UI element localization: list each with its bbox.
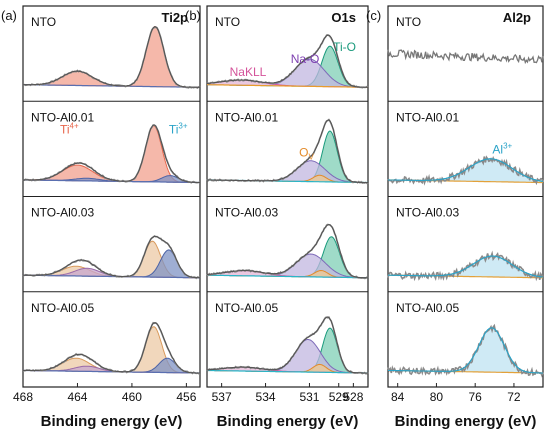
spectrum-envelope bbox=[387, 158, 544, 182]
annotation-ti3: Ti3+ bbox=[169, 121, 188, 136]
sample-label: NTO-Al0.05 bbox=[31, 301, 94, 315]
spectrum-row: NTO-Al0.05 bbox=[387, 301, 544, 378]
spectrum-envelope bbox=[387, 327, 543, 374]
sample-label: NTO bbox=[215, 15, 240, 29]
component-fill bbox=[207, 131, 368, 183]
panel-letter: (a) bbox=[1, 8, 17, 23]
x-tick-label: 528 bbox=[343, 390, 363, 404]
element-label: O1s bbox=[331, 10, 356, 25]
annotation-naKLL: NaKLL bbox=[230, 65, 267, 79]
x-tick-label: 534 bbox=[256, 390, 276, 404]
x-tick-label: 531 bbox=[299, 390, 319, 404]
spectrum-envelope bbox=[23, 235, 201, 279]
sample-label: NTO-Al0.05 bbox=[396, 301, 459, 315]
x-tick-label: 460 bbox=[122, 390, 142, 404]
sample-label: NTO-Al0.01 bbox=[396, 110, 459, 124]
component-fill bbox=[207, 254, 368, 278]
spectrum-row: NTO-Al0.03 bbox=[206, 206, 369, 280]
sample-label: NTO bbox=[31, 15, 56, 29]
background-line bbox=[22, 369, 200, 374]
annotation-ti4: Ti4+ bbox=[60, 121, 79, 136]
component-curve bbox=[206, 130, 368, 183]
component-fill bbox=[207, 270, 368, 278]
sample-label: NTO-Al0.03 bbox=[31, 206, 94, 220]
spectrum-row: NTO-Al0.01 bbox=[22, 110, 200, 184]
sample-label: NTO-Al0.03 bbox=[396, 206, 459, 220]
spectrum-envelope bbox=[206, 224, 368, 279]
spectrum-raw bbox=[387, 155, 544, 186]
component-fill bbox=[207, 58, 368, 88]
x-tick-label: 456 bbox=[176, 390, 196, 404]
panel-letter: (c) bbox=[366, 8, 381, 23]
spectrum-envelope bbox=[23, 124, 200, 184]
component-fill bbox=[23, 326, 200, 373]
x-axis-label: Binding energy (eV) bbox=[41, 413, 183, 430]
component-fill bbox=[23, 358, 200, 373]
x-tick-label: 468 bbox=[13, 390, 33, 404]
x-axis-label: Binding energy (eV) bbox=[217, 413, 359, 430]
x-tick-label: 464 bbox=[67, 390, 87, 404]
annotation-naO: Na-O bbox=[291, 52, 320, 66]
component-fill bbox=[207, 80, 368, 88]
component-fill bbox=[207, 339, 368, 373]
sample-label: NTO-Al0.01 bbox=[31, 110, 94, 124]
spectrum-envelope bbox=[206, 119, 368, 184]
component-fill bbox=[207, 367, 368, 373]
background-line bbox=[207, 274, 368, 279]
spectrum-row: NTO bbox=[206, 15, 369, 89]
sample-label: NTO-Al0.03 bbox=[215, 206, 278, 220]
spectrum-envelope bbox=[23, 26, 200, 88]
spectrum-envelope bbox=[388, 255, 544, 278]
spectrum-envelope bbox=[207, 316, 368, 374]
spectrum-row: NTO-Al0.01 bbox=[206, 110, 369, 185]
sample-label: NTO bbox=[396, 15, 421, 29]
spectrum-row: NTO-Al0.05 bbox=[206, 301, 369, 375]
background-line bbox=[23, 274, 200, 279]
spectrum-row: NTO bbox=[22, 15, 201, 89]
x-axis-label: Binding energy (eV) bbox=[395, 413, 537, 430]
component-fill bbox=[207, 328, 368, 373]
annotation-al3: Al3+ bbox=[492, 141, 512, 156]
element-label: Al2p bbox=[503, 10, 531, 25]
x-tick-label: 76 bbox=[469, 390, 483, 404]
component-fill bbox=[23, 125, 200, 183]
spectrum-row: NTO-Al0.03 bbox=[387, 206, 544, 282]
component-fill bbox=[207, 270, 368, 278]
component-fill bbox=[388, 256, 543, 278]
x-tick-label: 537 bbox=[212, 390, 232, 404]
component-fill bbox=[23, 26, 200, 88]
x-tick-label: 80 bbox=[430, 390, 444, 404]
component-fill bbox=[388, 327, 543, 373]
panel-al2p: 84 80 76 72 Binding energy (eV) (c) Al2p NTO NTO… bbox=[366, 5, 544, 430]
element-label: Ti2p bbox=[162, 10, 189, 25]
annotation-tiO: Ti-O bbox=[333, 40, 356, 54]
background-line bbox=[206, 369, 368, 374]
panel-ti2p: 468 464 460 456 Binding energy (eV) (a) Ti2p NT… bbox=[1, 5, 201, 430]
x-tick-label: 84 bbox=[391, 390, 405, 404]
spectrum-row: NTO-Al0.05 bbox=[22, 301, 201, 375]
x-tick-label: 72 bbox=[507, 390, 521, 404]
sample-label: NTO-Al0.05 bbox=[215, 301, 278, 315]
sample-label: NTO-Al0.01 bbox=[215, 110, 278, 124]
component-fill bbox=[207, 175, 368, 183]
panel-letter: (b) bbox=[185, 8, 201, 23]
spectrum-row: NTO bbox=[387, 15, 544, 65]
spectrum-raw bbox=[387, 323, 544, 378]
spectrum-raw bbox=[387, 49, 544, 65]
x-tick-label: 529 bbox=[329, 390, 349, 404]
spectrum-row: NTO-Al0.01 bbox=[387, 110, 544, 186]
annotation-ov: OV bbox=[299, 145, 314, 161]
background-line bbox=[23, 84, 200, 88]
component-fill bbox=[207, 364, 368, 373]
spectrum-row: NTO-Al0.03 bbox=[22, 206, 201, 280]
spectrum-envelope bbox=[23, 322, 200, 374]
component-fill bbox=[23, 249, 200, 278]
component-fill bbox=[207, 160, 368, 183]
component-fill bbox=[23, 165, 200, 183]
spectrum-envelope bbox=[206, 34, 368, 88]
background-line bbox=[207, 84, 368, 88]
background-line bbox=[22, 179, 200, 184]
